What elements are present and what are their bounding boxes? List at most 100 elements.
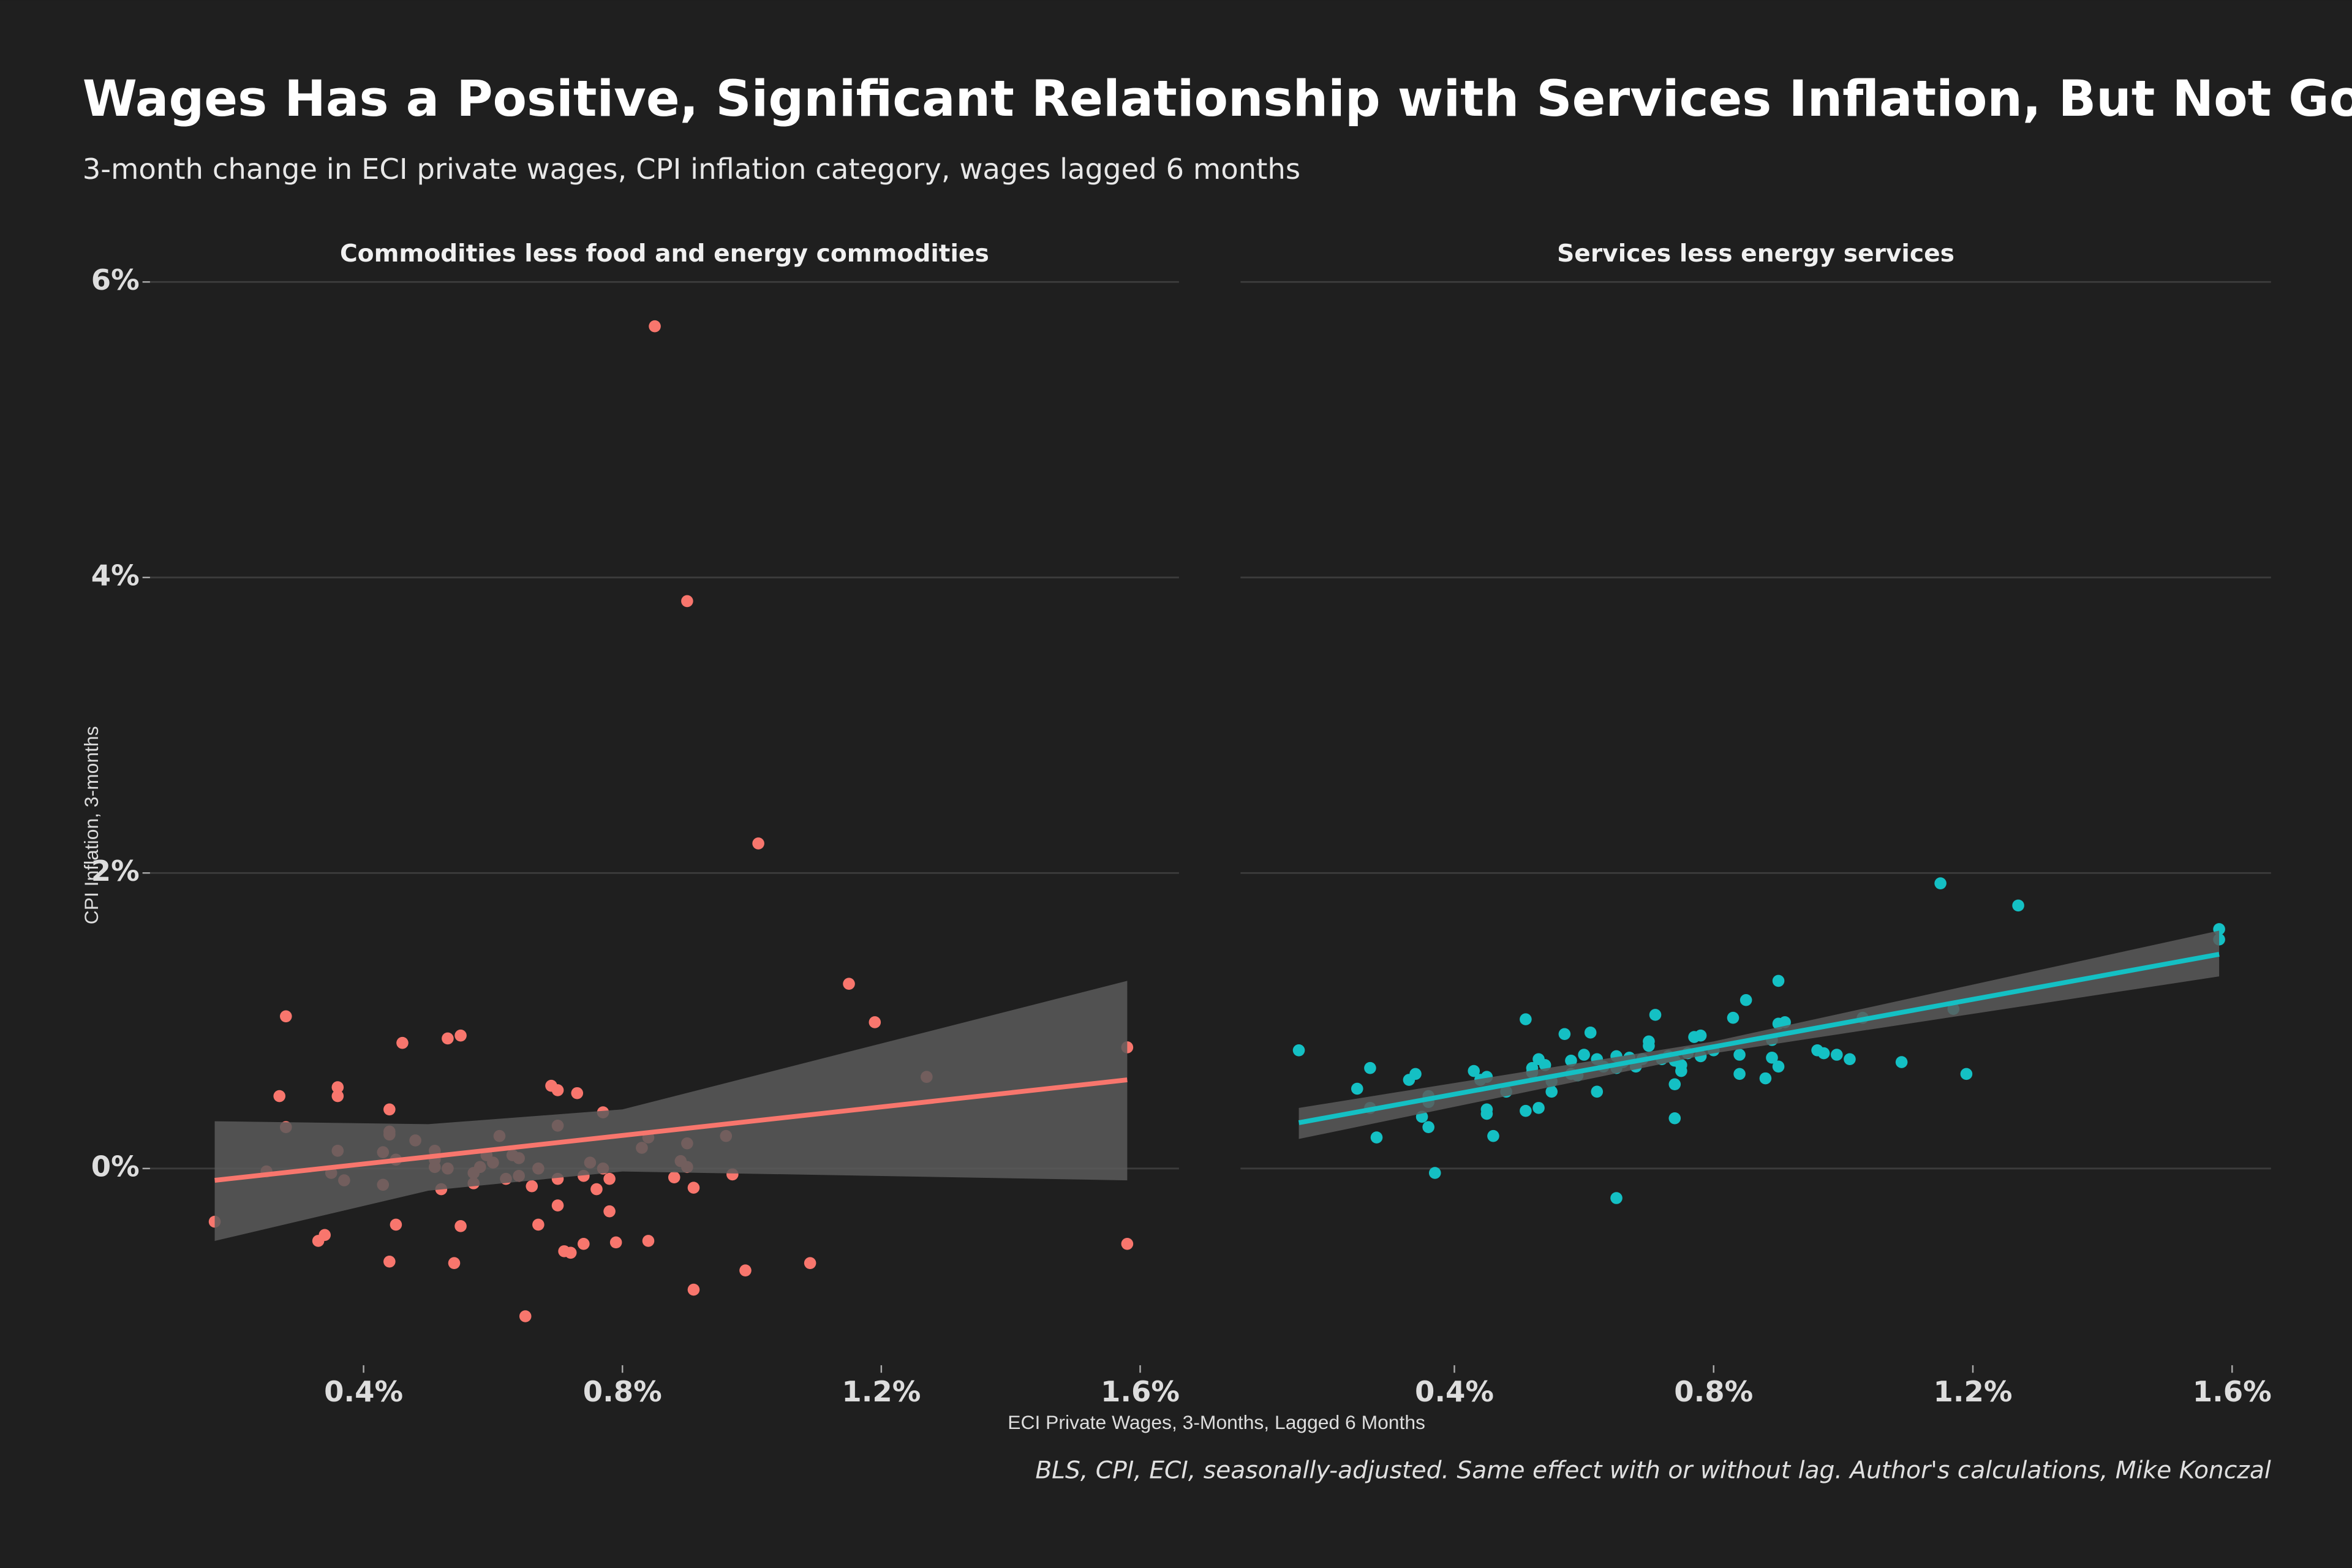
data-point	[1351, 1082, 1363, 1095]
data-point	[590, 1183, 603, 1196]
data-point	[1121, 1238, 1134, 1250]
data-point	[519, 1310, 532, 1322]
data-point	[1733, 1068, 1746, 1080]
data-point	[1610, 1192, 1623, 1204]
data-point	[1565, 1054, 1577, 1067]
confidence-band	[214, 981, 1128, 1241]
data-point	[739, 1264, 752, 1277]
data-point	[1468, 1065, 1480, 1077]
data-point	[1532, 1102, 1545, 1114]
data-point	[1675, 1059, 1687, 1071]
data-point	[532, 1218, 545, 1231]
data-point	[273, 1090, 286, 1102]
x-tick-label: 1.6%	[2193, 1375, 2272, 1408]
data-point	[1668, 1078, 1681, 1091]
data-point	[1487, 1129, 1499, 1142]
data-point	[564, 1246, 577, 1259]
data-point	[454, 1029, 467, 1042]
data-point	[454, 1220, 467, 1232]
chart-subtitle: 3-month change in ECI private wages, CPI…	[83, 153, 1300, 186]
data-point	[1831, 1049, 1843, 1061]
data-point	[1409, 1068, 1422, 1080]
data-point	[1844, 1053, 1856, 1066]
data-point	[1545, 1085, 1558, 1098]
data-point	[571, 1087, 584, 1099]
y-tick-label: 4%	[91, 559, 140, 592]
x-tick-label: 0.8%	[583, 1375, 662, 1408]
data-point	[1740, 993, 1752, 1006]
trend-line	[1298, 952, 2220, 1125]
data-point	[1428, 1167, 1441, 1179]
data-point	[279, 1010, 292, 1023]
chart-title: Wages Has a Positive, Significant Relati…	[83, 70, 2352, 128]
data-point	[578, 1238, 590, 1250]
data-point	[1772, 1060, 1785, 1073]
data-point	[681, 595, 693, 608]
data-point	[383, 1103, 396, 1116]
data-point	[390, 1218, 402, 1231]
data-point	[1480, 1107, 1493, 1120]
data-point	[1727, 1011, 1740, 1024]
x-tick-label: 0.4%	[324, 1375, 403, 1408]
y-tick-label: 6%	[91, 263, 140, 296]
data-point	[526, 1180, 538, 1193]
data-point	[396, 1036, 409, 1049]
data-point	[869, 1016, 881, 1028]
data-point	[448, 1257, 461, 1269]
trend-line	[214, 1077, 1128, 1183]
x-tick-label: 0.8%	[1674, 1375, 1753, 1408]
data-point	[843, 978, 855, 990]
data-point	[1934, 877, 1947, 889]
panel-title: Commodities less food and energy commodi…	[340, 240, 989, 268]
y-axis-label: CPI Inflation, 3-months	[80, 726, 102, 924]
x-tick-label: 0.4%	[1415, 1375, 1494, 1408]
x-tick-label: 1.2%	[842, 1375, 921, 1408]
data-point	[2012, 899, 2024, 912]
data-point	[609, 1236, 622, 1249]
data-point	[318, 1229, 331, 1242]
data-point	[331, 1081, 344, 1093]
data-point	[1643, 1035, 1655, 1048]
data-point	[1422, 1121, 1434, 1134]
data-point	[1772, 974, 1785, 987]
y-tick-label: 0%	[91, 1150, 140, 1183]
data-point	[1668, 1112, 1681, 1125]
data-point	[551, 1199, 564, 1212]
data-point	[642, 1235, 655, 1247]
data-point	[1759, 1072, 1772, 1085]
y-tick-label: 2%	[91, 854, 140, 888]
data-point	[1895, 1056, 1908, 1068]
data-point	[1766, 1052, 1778, 1064]
source-note: BLS, CPI, ECI, seasonally-adjusted. Same…	[1035, 1457, 2271, 1484]
data-point	[1584, 1027, 1597, 1039]
panel-title: Services less energy services	[1557, 240, 1954, 268]
data-point	[687, 1283, 700, 1296]
data-point	[1817, 1047, 1830, 1060]
data-point	[1649, 1009, 1662, 1021]
x-tick-label: 1.2%	[1934, 1375, 2013, 1408]
data-point	[1520, 1104, 1532, 1117]
confidence-band	[1298, 930, 2220, 1139]
data-point	[1520, 1013, 1532, 1025]
data-point	[1960, 1068, 1973, 1080]
data-point	[1364, 1061, 1376, 1074]
data-point	[1591, 1085, 1604, 1098]
data-point	[1558, 1028, 1571, 1041]
data-point	[687, 1182, 700, 1194]
data-point	[649, 320, 661, 333]
data-point	[551, 1084, 564, 1096]
data-point	[603, 1205, 616, 1218]
data-point	[1694, 1029, 1707, 1042]
x-tick-label: 1.6%	[1101, 1375, 1180, 1408]
data-point	[1292, 1044, 1305, 1057]
data-point	[442, 1032, 454, 1045]
data-point	[1370, 1131, 1383, 1144]
x-axis-label: ECI Private Wages, 3-Months, Lagged 6 Mo…	[1008, 1411, 1425, 1433]
data-point	[752, 837, 764, 850]
data-point	[331, 1090, 344, 1102]
data-point	[1578, 1049, 1590, 1061]
data-point	[603, 1172, 616, 1185]
data-point	[1733, 1049, 1746, 1061]
